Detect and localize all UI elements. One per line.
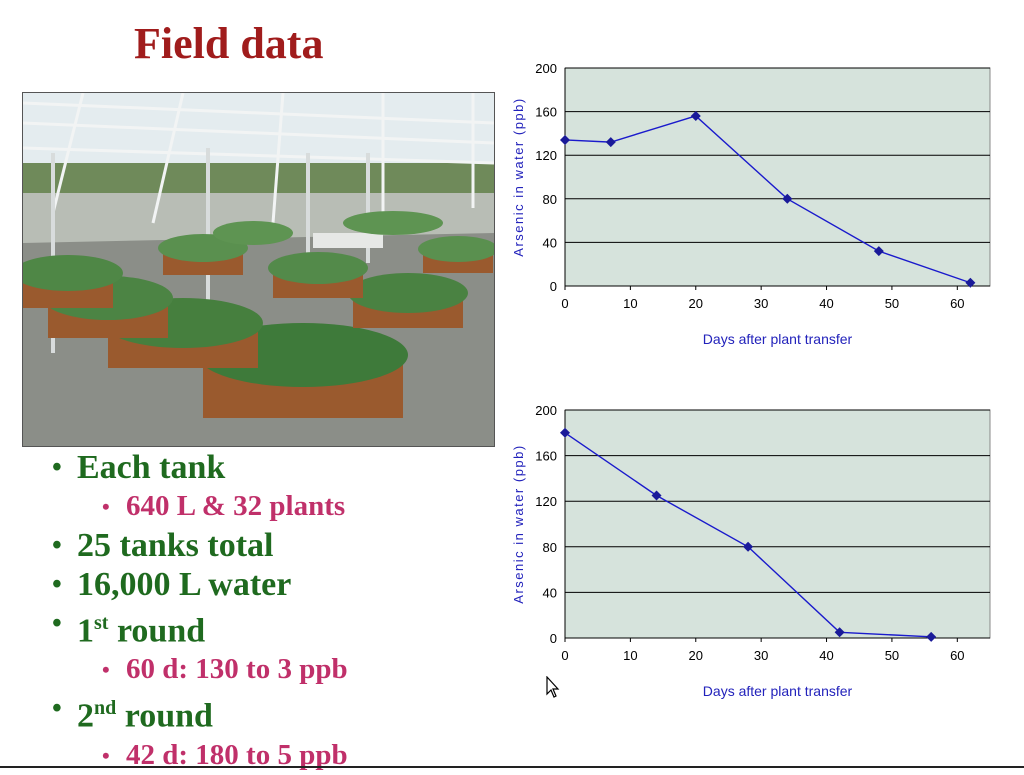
y-tick-label: 160 [535,105,557,120]
bullet-each-tank: • Each tank [52,449,226,486]
data-point [605,137,616,148]
bullet-text: 1 [77,612,94,650]
plot-area [564,67,991,287]
data-point [873,246,884,257]
series-line [564,115,971,284]
bullet-text: 25 tanks total [77,527,274,564]
x-tick-label: 0 [561,296,568,311]
mouse-pointer-icon [546,675,560,703]
ordinal-suffix: nd [94,697,117,720]
data-point [965,277,976,288]
y-tick-label: 120 [535,148,557,163]
y-tick-label: 0 [550,279,557,294]
x-tick-label: 20 [689,296,703,311]
bullet-text: 42 d: 180 to 5 ppb [126,738,348,771]
chart-svg: 0 40 80 120 160 200 0 10 20 30 40 50 60 Days after pl… [511,403,991,699]
x-tick-label: 40 [819,648,833,663]
bullet-text: Each tank [77,449,226,486]
data-point [834,627,845,638]
x-tick-label: 30 [754,648,768,663]
y-axis-label: Arsenic in water (ppb) [511,97,526,256]
bullet-list: • Each tank • 640 L & 32 plants • 25 tanks … [52,448,348,775]
x-tick-label: 30 [754,296,768,311]
greenhouse-photo [22,92,495,447]
data-point [926,631,937,642]
x-tick-label: 60 [950,648,964,663]
x-tick-label: 60 [950,296,964,311]
bullet-text: 640 L & 32 plants [126,490,346,522]
data-point [560,134,570,145]
x-tick-label: 0 [561,648,568,663]
x-axis-label: Days after plant transfer [703,331,853,347]
chart-first-round: 0 40 80 120 160 200 0 10 20 30 40 50 60 Days after pl… [505,58,1015,358]
bullet-text: round [116,697,213,735]
bullet-second-round-result: • 42 d: 180 to 5 ppb [102,738,348,771]
x-tick-label: 20 [689,648,703,663]
x-tick-label: 50 [885,296,899,311]
ordinal-suffix: st [94,612,109,634]
bullet-text: round [108,612,206,650]
data-point [560,427,570,438]
x-tick-label: 50 [885,648,899,663]
bullet-text: 2 [77,697,94,735]
bottom-border [0,766,1024,768]
bullet-tanks-total: • 25 tanks total [52,527,274,564]
y-tick-label: 160 [535,449,557,464]
y-tick-label: 120 [535,494,557,509]
x-axis-label: Days after plant transfer [703,683,853,699]
bullet-tank-volume: • 640 L & 32 plants [102,490,346,522]
data-point [782,193,793,204]
y-tick-label: 200 [535,61,557,76]
bullet-text: 60 d: 130 to 3 ppb [126,653,348,686]
x-tick-label: 40 [819,296,833,311]
bullet-second-round: • 2nd round [52,693,213,735]
bullet-first-round: • 1st round [52,608,206,650]
data-point [651,490,662,501]
data-point [743,541,754,552]
bullet-first-round-result: • 60 d: 130 to 3 ppb [102,653,348,686]
y-tick-label: 80 [543,540,557,555]
y-tick-label: 0 [550,631,557,646]
y-tick-label: 80 [543,192,557,207]
y-tick-label: 40 [543,235,557,250]
y-tick-label: 40 [543,585,557,600]
y-tick-label: 200 [535,403,557,418]
chart-svg: 0 40 80 120 160 200 0 10 20 30 40 50 60 Days after pl… [511,61,991,347]
slide-title: Field data [134,19,324,68]
x-tick-label: 10 [623,648,637,663]
plot-area [564,409,991,639]
y-axis-label: Arsenic in water (ppb) [511,444,526,603]
chart-second-round: 0 40 80 120 160 200 0 10 20 30 40 50 60 Days after pl… [505,400,1015,700]
x-tick-label: 10 [623,296,637,311]
bullet-text: 16,000 L water [77,566,292,603]
data-point [690,110,701,121]
bullet-water-volume: • 16,000 L water [52,566,292,603]
